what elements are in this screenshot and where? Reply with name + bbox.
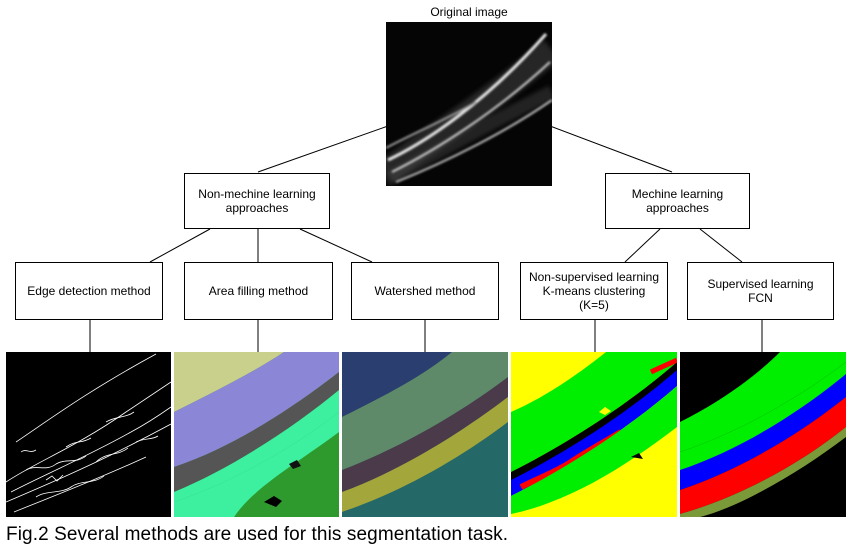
fcn-node: Supervised learning FCN	[687, 262, 834, 320]
original-image-title: Original image	[430, 5, 508, 19]
edge-detection-result-image	[6, 352, 171, 517]
watershed-result-image	[342, 352, 508, 517]
watershed-node: Watershed method	[351, 262, 499, 320]
non-machine-learning-node: Non-mechine learning approaches	[184, 173, 330, 229]
machine-learning-node: Mechine learning approaches	[605, 173, 750, 229]
original-image	[386, 22, 552, 186]
kmeans-result-image	[511, 352, 677, 517]
edge-detection-node: Edge detection method	[15, 262, 163, 320]
kmeans-node: Non-supervised learning K-means clusteri…	[520, 262, 668, 320]
figure-caption: Fig.2 Several methods are used for this …	[6, 524, 509, 545]
area-filling-result-image	[174, 352, 339, 517]
fcn-result-image	[680, 352, 846, 517]
area-filling-node: Area filling method	[184, 262, 333, 320]
